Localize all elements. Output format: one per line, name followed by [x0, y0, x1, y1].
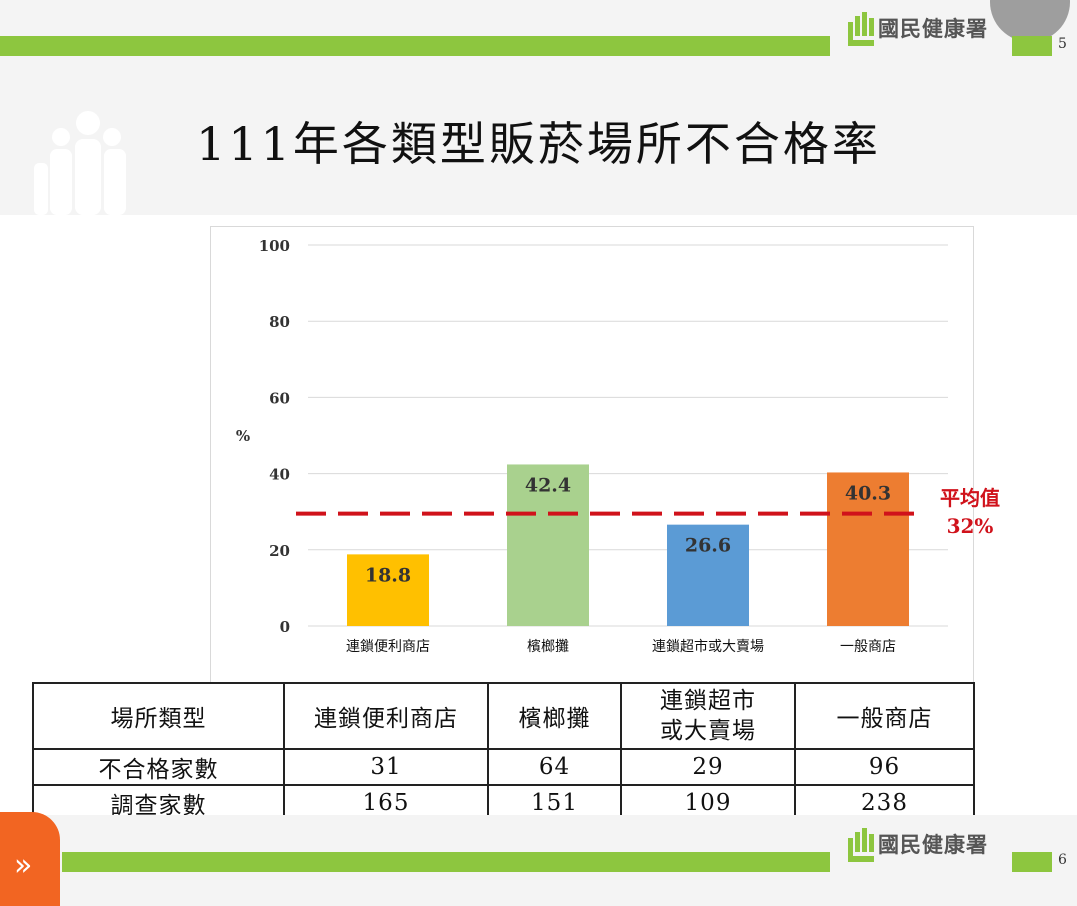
- page-number-bottom: 6: [1058, 852, 1067, 868]
- table-cell: 31: [283, 748, 489, 786]
- average-label: 平均值 32%: [930, 484, 1010, 540]
- table-header-cell: 連鎖便利商店: [283, 682, 489, 750]
- table-header-cell: 檳榔攤: [487, 682, 622, 750]
- table-header-row: 場所類型 連鎖便利商店 檳榔攤 連鎖超市 或大賣場 一般商店: [32, 682, 975, 750]
- data-table: 場所類型 連鎖便利商店 檳榔攤 連鎖超市 或大賣場 一般商店 不合格家數 31 …: [32, 682, 975, 822]
- org-logo-bottom: 國民健康署: [846, 826, 988, 862]
- page-number-top: 5: [1058, 36, 1067, 52]
- org-name: 國民健康署: [878, 17, 988, 41]
- table-cell: 不合格家數: [32, 748, 285, 786]
- table-cell: 29: [620, 748, 796, 786]
- org-logo-icon: [846, 826, 874, 862]
- table-row: 不合格家數 31 64 29 96: [32, 748, 975, 786]
- table-header-line: 連鎖超市: [660, 688, 756, 714]
- slide-title: 111年各類型販菸場所不合格率: [196, 117, 881, 171]
- table-header-cell: 場所類型: [32, 682, 285, 750]
- org-logo-icon: [846, 10, 874, 46]
- header-green-bar-right: [1012, 36, 1052, 56]
- table-header-cell: 一般商店: [794, 682, 975, 750]
- header-green-bar: [0, 36, 830, 56]
- slide-header-area: [0, 0, 1077, 215]
- table-cell: 64: [487, 748, 622, 786]
- average-label-title: 平均值: [940, 486, 1000, 510]
- next-slide-tab[interactable]: »: [0, 812, 60, 906]
- org-name: 國民健康署: [878, 833, 988, 857]
- double-chevron-right-icon[interactable]: »: [14, 848, 33, 883]
- table-header-cell: 連鎖超市 或大賣場: [620, 682, 796, 750]
- footer-green-bar-right: [1012, 852, 1052, 872]
- table-cell: 96: [794, 748, 975, 786]
- average-label-value: 32%: [946, 514, 994, 538]
- table-header-line: 或大賣場: [660, 718, 756, 744]
- org-logo: 國民健康署: [846, 10, 988, 46]
- people-icon: [34, 111, 126, 215]
- chart-frame: [210, 226, 974, 683]
- footer-green-bar: [62, 852, 830, 872]
